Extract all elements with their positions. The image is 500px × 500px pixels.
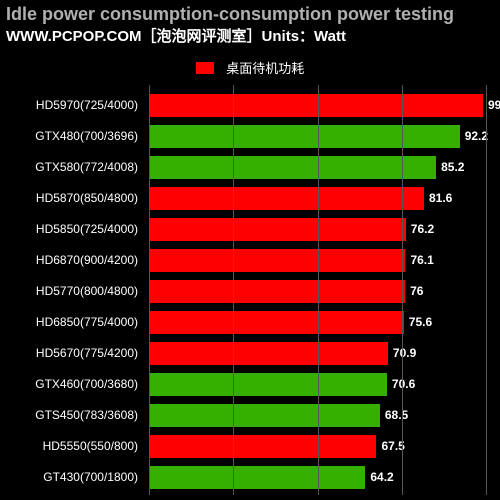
bar-label: GTS450(783/3608) xyxy=(14,400,144,431)
bar-value: 75.6 xyxy=(404,311,432,334)
bar-row: HD5550(550/800)67.5 xyxy=(14,431,486,462)
bar-value: 76 xyxy=(405,280,423,303)
bar-label: HD5970(725/4000) xyxy=(14,90,144,121)
bar-row: GTX580(772/4008)85.2 xyxy=(14,152,486,183)
bar: 75.6 xyxy=(149,311,404,334)
bar-value: 68.5 xyxy=(380,404,408,427)
bar-label: HD5770(800/4800) xyxy=(14,276,144,307)
bar-label: GTX460(700/3680) xyxy=(14,369,144,400)
bar: 64.2 xyxy=(149,466,365,489)
bar-rows: HD5970(725/4000)99.1GTX480(700/3696)92.2… xyxy=(14,90,486,493)
bar-label: HD6850(775/4000) xyxy=(14,307,144,338)
bar: 76 xyxy=(149,280,405,303)
bar: 70.9 xyxy=(149,342,388,365)
bar-chart: HD5970(725/4000)99.1GTX480(700/3696)92.2… xyxy=(0,85,500,495)
bar-row: GTX480(700/3696)92.2 xyxy=(14,121,486,152)
bar-row: HD5970(725/4000)99.1 xyxy=(14,90,486,121)
legend-label: 桌面待机功耗 xyxy=(226,61,304,76)
bar-label: HD5670(775/4200) xyxy=(14,338,144,369)
bar-label: HD5850(725/4000) xyxy=(14,214,144,245)
bar-row: HD5870(850/4800)81.6 xyxy=(14,183,486,214)
bar-row: HD6870(900/4200)76.1 xyxy=(14,245,486,276)
grid-line xyxy=(149,85,150,495)
bar-label: HD6870(900/4200) xyxy=(14,245,144,276)
bar-label: GTX580(772/4008) xyxy=(14,152,144,183)
bar-value: 76.2 xyxy=(406,218,434,241)
bar: 68.5 xyxy=(149,404,380,427)
grid-line xyxy=(233,85,234,495)
bar-row: GTX460(700/3680)70.6 xyxy=(14,369,486,400)
plot-area: HD5970(725/4000)99.1GTX480(700/3696)92.2… xyxy=(149,85,486,495)
bar-value: 67.5 xyxy=(376,435,404,458)
bar-value: 85.2 xyxy=(436,156,464,179)
bar-label: HD5870(850/4800) xyxy=(14,183,144,214)
bar: 92.2 xyxy=(149,125,460,148)
bar-row: GTS450(783/3608)68.5 xyxy=(14,400,486,431)
bar: 76.1 xyxy=(149,249,405,272)
legend: 桌面待机功耗 xyxy=(0,52,500,85)
bar-row: HD5670(775/4200)70.9 xyxy=(14,338,486,369)
grid-line xyxy=(402,85,403,495)
bar: 85.2 xyxy=(149,156,436,179)
bar-value: 76.1 xyxy=(405,249,433,272)
bar: 76.2 xyxy=(149,218,406,241)
bar: 99.1 xyxy=(149,94,483,117)
bar-row: GT430(700/1800)64.2 xyxy=(14,462,486,493)
bar: 67.5 xyxy=(149,435,376,458)
grid-line xyxy=(486,85,487,495)
bar-row: HD5850(725/4000)76.2 xyxy=(14,214,486,245)
bar: 70.6 xyxy=(149,373,387,396)
grid-line xyxy=(318,85,319,495)
bar-label: HD5550(550/800) xyxy=(14,431,144,462)
bar-value: 81.6 xyxy=(424,187,452,210)
chart-title: Idle power consumption-consumption power… xyxy=(0,0,500,25)
bar-value: 64.2 xyxy=(365,466,393,489)
bar-row: HD5770(800/4800)76 xyxy=(14,276,486,307)
bar-label: GT430(700/1800) xyxy=(14,462,144,493)
chart-subtitle: WWW.PCPOP.COM［泡泡网评测室］Units：Watt xyxy=(0,25,500,52)
bar: 81.6 xyxy=(149,187,424,210)
legend-swatch xyxy=(196,62,214,74)
bar-value: 92.2 xyxy=(460,125,488,148)
bar-label: GTX480(700/3696) xyxy=(14,121,144,152)
bar-row: HD6850(775/4000)75.6 xyxy=(14,307,486,338)
